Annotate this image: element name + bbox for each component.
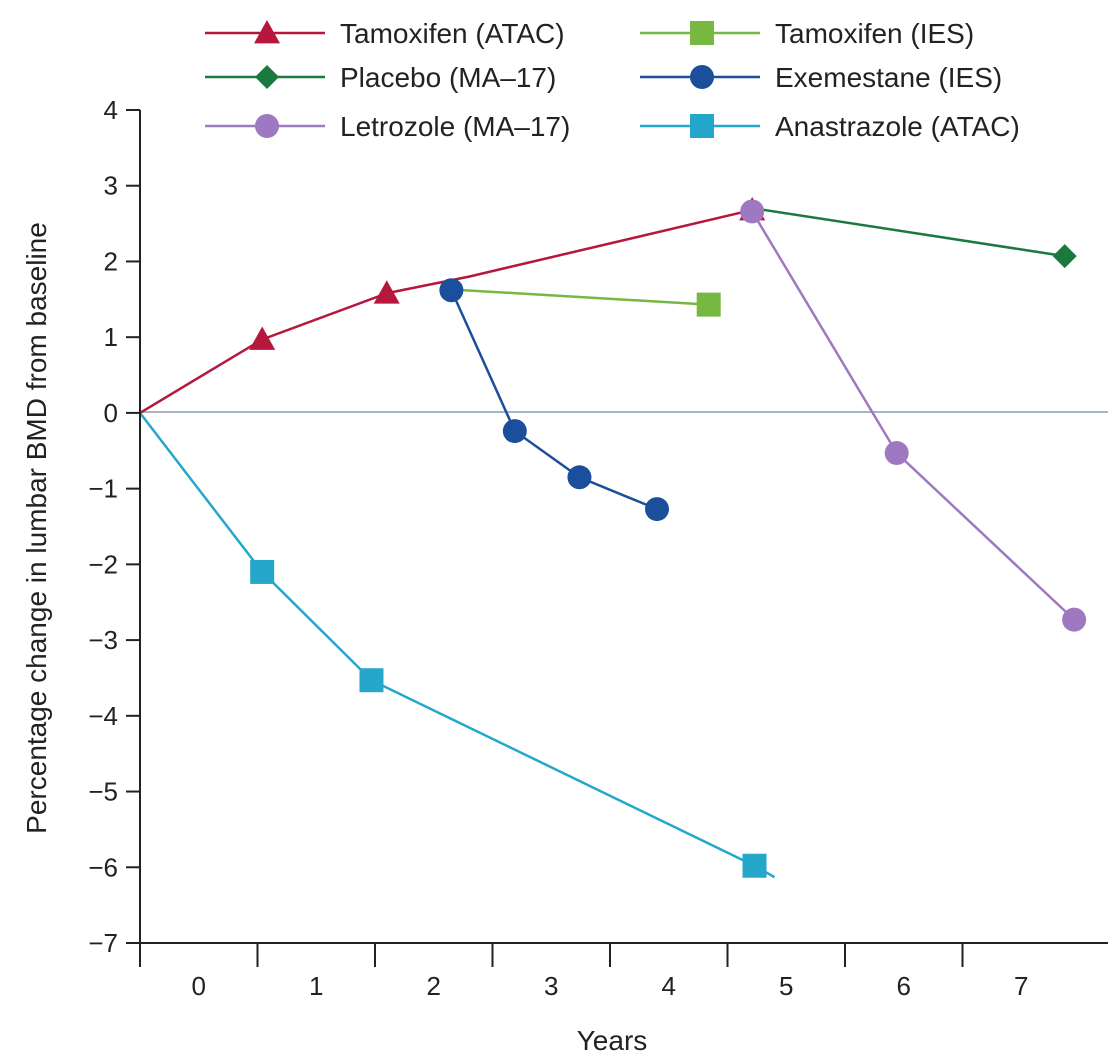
data-point — [249, 326, 276, 350]
legend-item: Anastrazole (ATAC) — [640, 111, 1020, 142]
series-1 — [451, 288, 721, 317]
legend-label: Exemestane (IES) — [775, 62, 1002, 93]
y-tick-label: −2 — [88, 549, 118, 579]
legend-label: Anastrazole (ATAC) — [775, 111, 1020, 142]
data-point — [740, 199, 765, 224]
data-point — [696, 292, 721, 317]
data-point — [250, 559, 275, 584]
series-5 — [139, 412, 776, 879]
y-tick-label: −5 — [88, 777, 118, 807]
x-axis-title: Years — [577, 1025, 648, 1056]
series-line — [451, 288, 709, 306]
legend-item: Letrozole (MA–17) — [205, 111, 570, 142]
series-line — [450, 289, 658, 511]
legend-marker — [690, 21, 714, 45]
x-tick-label: 1 — [309, 971, 323, 1001]
series-line — [139, 208, 753, 414]
legend-marker — [255, 65, 279, 89]
y-tick-label: −1 — [88, 474, 118, 504]
y-tick-label: −3 — [88, 625, 118, 655]
series-line — [751, 210, 1075, 621]
series-0 — [139, 196, 766, 414]
y-tick-label: 2 — [104, 246, 118, 276]
legend-label: Letrozole (MA–17) — [340, 111, 570, 142]
legend-item: Placebo (MA–17) — [205, 62, 556, 93]
y-tick-label: 1 — [104, 322, 118, 352]
x-tick-label: 6 — [897, 971, 911, 1001]
series-4 — [740, 199, 1087, 632]
x-tick-label: 4 — [662, 971, 676, 1001]
data-point — [359, 668, 384, 693]
data-point — [439, 278, 464, 303]
data-point — [1052, 244, 1077, 269]
legend-label: Tamoxifen (ATAC) — [340, 18, 565, 49]
y-tick-label: −7 — [88, 928, 118, 958]
axes: 4 3 2 1 0 −1 −2 −3 −4 −5 −6 −7 0 1 2 3 4 5 6 7 Years Perce… — [21, 95, 1108, 1056]
series-3 — [439, 278, 669, 522]
series-layer — [139, 196, 1087, 879]
legend-label: Placebo (MA–17) — [340, 62, 556, 93]
y-axis-title: Percentage change in lumbar BMD from bas… — [21, 222, 52, 834]
x-tick-label: 7 — [1014, 971, 1028, 1001]
legend-item: Exemestane (IES) — [640, 62, 1002, 93]
legend: Tamoxifen (ATAC) Tamoxifen (IES) Placebo (… — [205, 18, 1020, 142]
data-point — [1062, 607, 1087, 632]
legend-marker — [690, 114, 714, 138]
y-tick-label: −4 — [88, 701, 118, 731]
legend-marker — [254, 20, 280, 44]
legend-marker — [255, 114, 279, 138]
data-point — [645, 497, 669, 522]
series-2 — [754, 207, 1077, 269]
data-point — [567, 465, 592, 490]
legend-item: Tamoxifen (IES) — [640, 18, 974, 49]
series-line — [754, 207, 1065, 258]
data-point — [884, 441, 909, 466]
legend-marker — [690, 65, 714, 89]
data-point — [502, 419, 527, 444]
legend-item: Tamoxifen (ATAC) — [205, 18, 565, 49]
x-ticks: 0 1 2 3 4 5 6 7 — [139, 943, 1028, 1001]
y-ticks: 4 3 2 1 0 −1 −2 −3 −4 −5 −6 −7 — [88, 95, 140, 958]
series-line — [139, 412, 776, 879]
x-tick-label: 0 — [192, 971, 206, 1001]
data-point — [742, 853, 767, 878]
y-tick-label: 4 — [104, 95, 118, 125]
x-tick-label: 3 — [544, 971, 558, 1001]
y-tick-label: −6 — [88, 852, 118, 882]
y-tick-label: 3 — [104, 171, 118, 201]
x-tick-label: 5 — [779, 971, 793, 1001]
x-tick-label: 2 — [427, 971, 441, 1001]
y-tick-label: 0 — [104, 398, 118, 428]
data-point — [373, 280, 400, 304]
legend-label: Tamoxifen (IES) — [775, 18, 974, 49]
